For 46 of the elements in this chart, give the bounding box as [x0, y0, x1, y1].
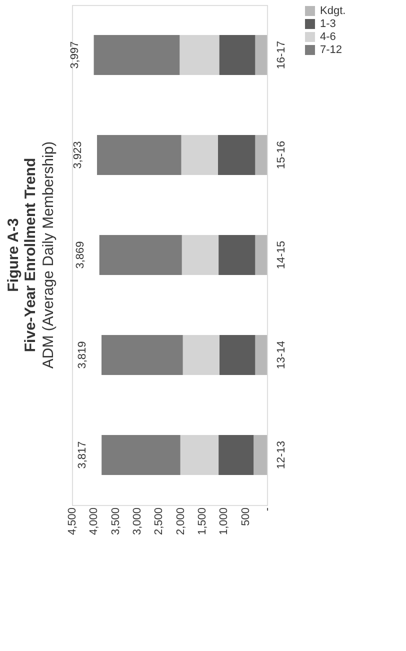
bar: [255, 35, 267, 75]
x-tick-label: 2,500: [153, 508, 166, 536]
y-tick-label: 13-14: [276, 340, 288, 370]
y-tick-label: 15-16: [276, 140, 288, 170]
bar: [180, 435, 219, 475]
y-tick-label: 14-15: [276, 240, 288, 270]
x-tick-label: 2,000: [174, 508, 187, 536]
y-tick-label: 12-13: [276, 440, 288, 470]
total-label: 3,923: [72, 141, 84, 169]
x-tick-label: 1,000: [218, 508, 230, 536]
bar: [99, 235, 182, 275]
bar: [102, 335, 183, 375]
x-tick-label: 4,500: [66, 508, 78, 536]
bar: [181, 135, 218, 175]
bar: [218, 135, 256, 175]
bar: [219, 35, 256, 75]
y-tick-label: 16-17: [276, 40, 288, 70]
text: ADM (Average Daily Membership): [40, 141, 57, 369]
bar: [94, 35, 180, 75]
bar: [220, 335, 256, 375]
x-tick-label: 3,000: [132, 508, 144, 536]
bar: [182, 335, 220, 375]
x-tick-label: -: [262, 507, 274, 512]
bar: [255, 335, 267, 375]
x-tick-label: 1,500: [196, 508, 208, 536]
bar: [254, 435, 267, 475]
legend-label: 1-3: [320, 18, 336, 30]
total-label: 3,819: [76, 341, 89, 369]
bar: [218, 435, 254, 475]
text: Figure A-3 Five-Year Enrollment Trend: [5, 158, 39, 352]
x-tick-label: 500: [240, 508, 252, 526]
bar: [218, 235, 256, 275]
bar: [97, 135, 182, 175]
total-label: 3,997: [68, 41, 81, 69]
total-label: 3,869: [74, 241, 86, 269]
bar: [182, 235, 219, 275]
legend-label: 4-6: [320, 31, 336, 43]
bar: [255, 235, 267, 275]
x-tick-label: 4,000: [88, 508, 100, 536]
legend-label: 7-12: [320, 44, 342, 56]
legend-label: Kdgt.: [320, 5, 346, 17]
x-tick-label: 3,500: [110, 508, 122, 536]
total-label: 3,817: [76, 441, 89, 469]
bar: [255, 135, 267, 175]
bar: [180, 35, 220, 75]
bar: [102, 435, 180, 475]
